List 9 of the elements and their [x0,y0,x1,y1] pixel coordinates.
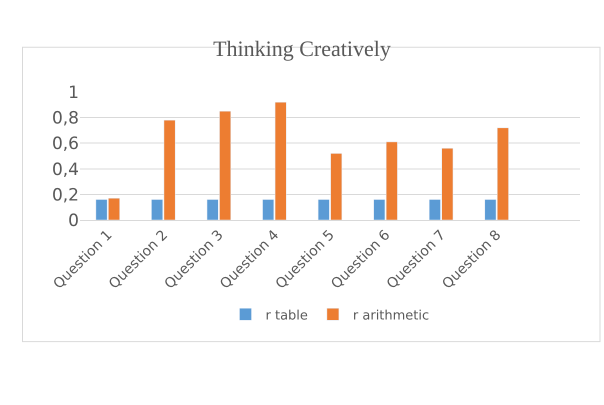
legend-label: r table [266,308,308,324]
y-tick-label: 0 [68,210,79,231]
chart-title: Thinking Creatively [213,36,391,61]
y-tick-label: 1 [68,82,79,103]
y-tick-label: 0,8 [52,108,79,129]
y-tick-label: 0,2 [52,185,79,206]
legend-label: r arithmetic [352,308,430,324]
y-tick-label: 0,6 [52,134,79,154]
y-tick-label: 0,4 [52,160,79,180]
